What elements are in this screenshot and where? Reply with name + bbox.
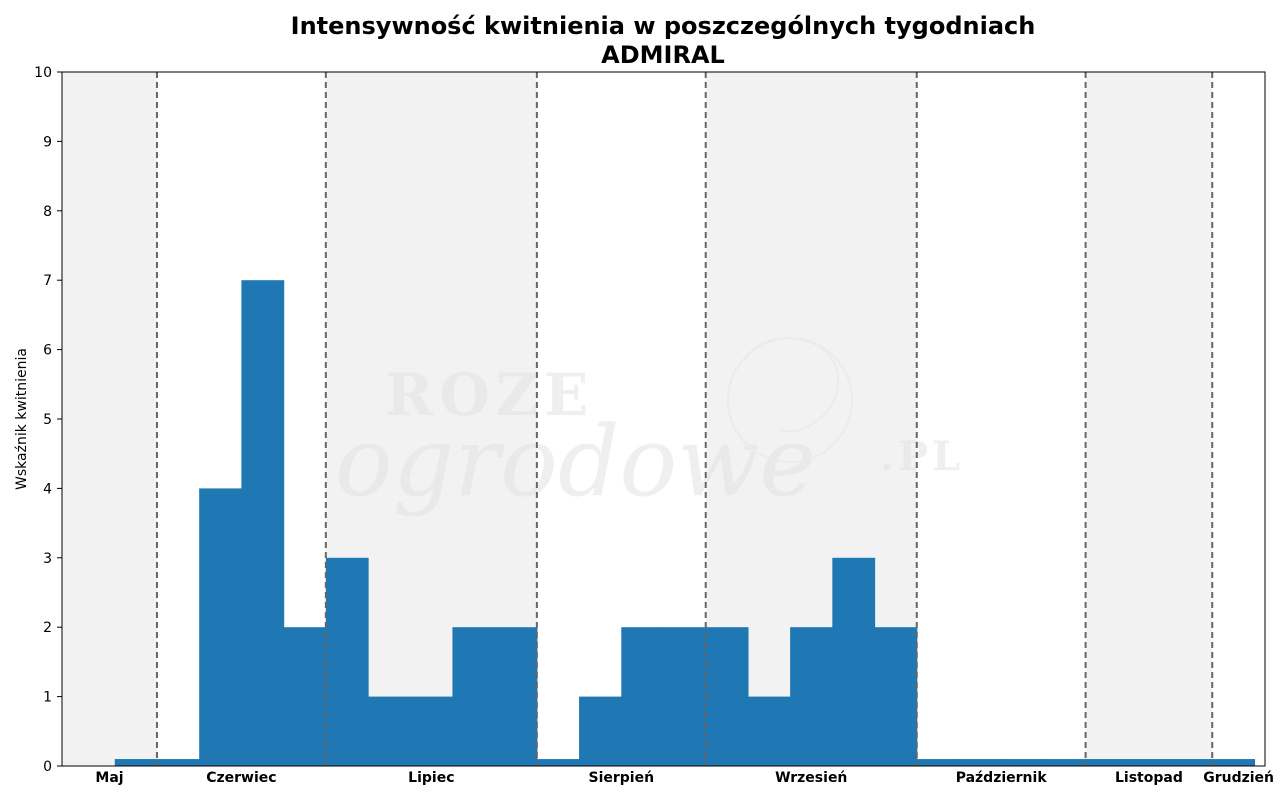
month-labels: Maj Czerwiec Lipiec Sierpień Wrzesień Paździe… [95, 770, 1274, 786]
chart-title: Intensywność kwitnienia w poszczególnych… [291, 12, 1036, 40]
watermark-line1: ROZE [385, 361, 594, 429]
y-axis-label: Wskaźnik kwitnienia [14, 348, 30, 490]
bars [114, 280, 1256, 766]
watermark-logo: ROZE ogrodowe .PL [335, 337, 964, 518]
bar-week-5 [325, 557, 369, 766]
y-tick-label-0: 0 [43, 759, 52, 775]
month-label-1: Czerwiec [206, 770, 276, 786]
month-label-7: Grudzień [1203, 770, 1274, 786]
bar-week-23 [1085, 759, 1129, 766]
bar-week-16 [790, 627, 833, 766]
watermark-suffix: .PL [880, 433, 964, 480]
y-tick-label-4: 4 [43, 481, 52, 497]
y-tick-label-6: 6 [43, 343, 52, 359]
bar-week-22 [1043, 759, 1087, 766]
y-tick-label-1: 1 [43, 690, 52, 706]
y-tick-label-7: 7 [43, 273, 52, 289]
bar-week-4 [283, 627, 327, 766]
bar-week-1 [156, 759, 200, 766]
watermark-rose-petal [744, 337, 840, 433]
chart-subtitle: ADMIRAL [601, 41, 725, 69]
bar-week-7 [410, 696, 454, 766]
bar-week-9 [494, 627, 538, 766]
bar-week-0 [114, 759, 158, 766]
bar-week-17 [832, 557, 876, 766]
bar-week-11 [579, 696, 622, 766]
watermark-line2: ogrodowe [335, 406, 816, 518]
bar-week-14 [705, 627, 749, 766]
bar-week-2 [199, 488, 242, 766]
month-shading [62, 72, 1213, 766]
month-label-2: Lipiec [408, 770, 454, 786]
month-shade-6 [1085, 72, 1213, 766]
y-tick-label-5: 5 [43, 412, 52, 428]
bar-week-13 [663, 627, 707, 766]
month-label-4: Wrzesień [775, 770, 847, 786]
y-axis-ticks: 0 1 2 3 4 5 6 7 8 9 10 [34, 65, 62, 775]
month-label-5: Październik [956, 770, 1048, 786]
bar-week-25 [1170, 759, 1213, 766]
y-tick-label-9: 9 [43, 134, 52, 150]
bar-week-8 [452, 627, 496, 766]
bar-week-26 [1212, 759, 1256, 766]
y-tick-label-2: 2 [43, 620, 52, 636]
bar-week-24 [1127, 759, 1171, 766]
bar-week-12 [621, 627, 665, 766]
month-label-3: Sierpień [589, 770, 655, 786]
bar-week-6 [368, 696, 411, 766]
y-tick-label-10: 10 [34, 65, 52, 81]
month-shade-0 [62, 72, 157, 766]
bar-week-3 [241, 280, 285, 766]
bar-week-15 [747, 696, 791, 766]
month-dividers [155, 72, 1214, 766]
month-label-6: Listopad [1115, 770, 1183, 786]
bar-week-21 [1001, 759, 1044, 766]
bar-week-19 [916, 759, 960, 766]
y-tick-label-8: 8 [43, 204, 52, 220]
bar-week-10 [536, 759, 580, 766]
bar-week-20 [958, 759, 1002, 766]
bar-week-18 [874, 627, 918, 766]
y-tick-label-3: 3 [43, 551, 52, 567]
month-label-0: Maj [95, 770, 123, 786]
